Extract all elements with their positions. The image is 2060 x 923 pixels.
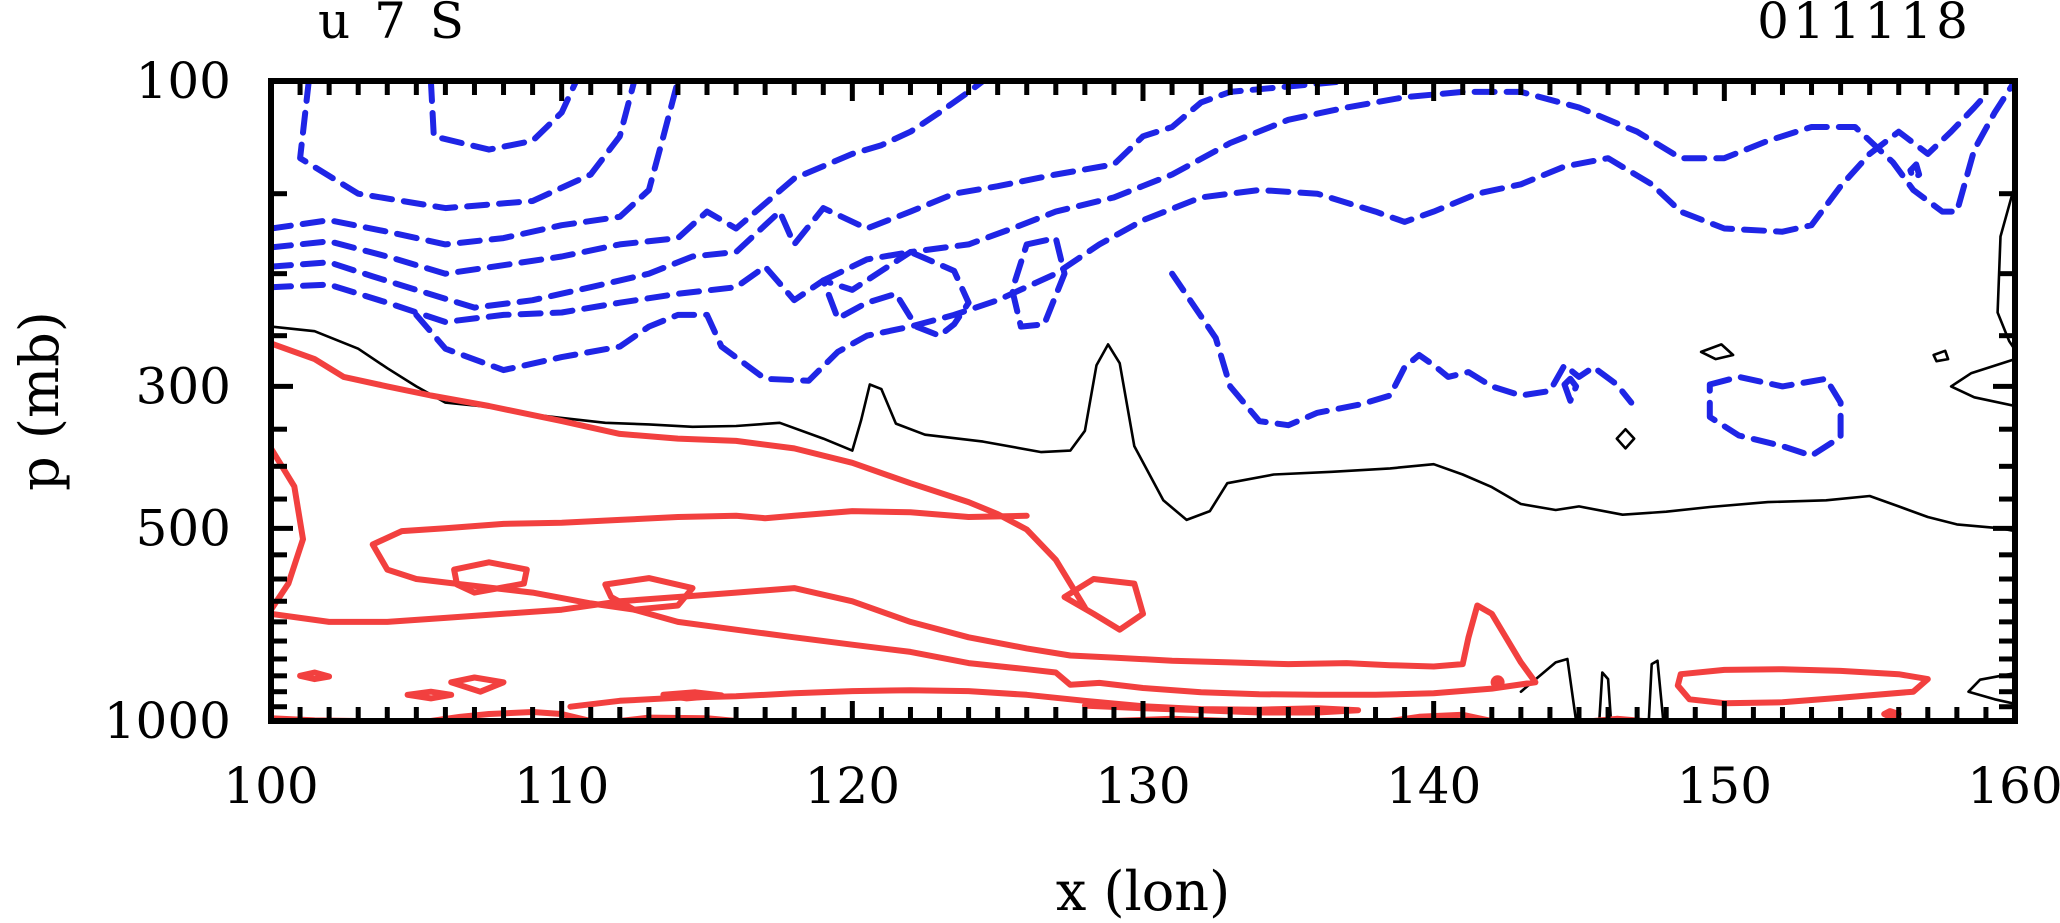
tick-layer [268, 78, 2018, 724]
contour-zero-blob-2 [1699, 343, 1735, 361]
y-tick-label: 100 [136, 52, 231, 110]
contour-zero-line-east-low [1967, 671, 2015, 706]
contour-pos-band-outer [271, 340, 1088, 611]
contour-zero-line-bottom-b [1598, 671, 1613, 721]
y-tick-label: 300 [136, 357, 231, 415]
y-tick-label: 1000 [104, 692, 231, 750]
contour-neg-ring-7 [413, 91, 1989, 384]
plot-frame [268, 78, 2018, 724]
x-tick-label: 110 [514, 757, 609, 815]
contour-neg-ring-3 [271, 81, 681, 248]
contour-pos-bottom-edge-b [427, 709, 594, 721]
contour-zero-line-bottom-a [1519, 657, 1578, 721]
contour-zero-line-bottom-c [1647, 659, 1665, 721]
contour-pos-band-upper [271, 445, 306, 613]
contour-neg-ring-5 [271, 81, 1350, 311]
title-left: u 7 S [318, 0, 468, 50]
contour-pos-blob-left-5 [448, 674, 507, 695]
contour-pos-blob-east [1674, 666, 1931, 707]
contour-neg-blob-east [1706, 373, 1844, 459]
contour-zero-blob-3 [1932, 349, 1950, 363]
contour-neg-ring-8 [1169, 270, 1635, 429]
contour-neg-ring-2 [297, 81, 638, 212]
contour-neg-blob-mid-col [1009, 235, 1068, 330]
x-tick-label: 140 [1386, 757, 1481, 815]
x-tick-label: 160 [1967, 757, 2060, 815]
y-axis-title: p (mb) [8, 311, 71, 491]
x-axis-title: x (lon) [1056, 860, 1230, 923]
contour-pos-blob-left-1 [451, 559, 530, 596]
contour-pos-blob-529 [1061, 576, 1146, 633]
x-tick-label: 120 [805, 757, 900, 815]
contour-pos-dot-142 [1490, 675, 1505, 690]
contour-neg-dot [1907, 161, 1923, 182]
contour-layer [271, 81, 2015, 721]
contour-neg-ring-1 [427, 81, 580, 153]
x-tick-label: 150 [1677, 757, 1772, 815]
contour-neg-ring-6 [271, 81, 2015, 325]
x-tick-label: 130 [1095, 757, 1190, 815]
contour-neg-ring-4 [271, 81, 987, 277]
contour-pos-blob-left-4 [404, 688, 455, 702]
contour-pos-loop-lower [567, 687, 1362, 716]
label-layer: 100 110 120 130 140 150 160 100 300 500 1000 [104, 52, 2060, 815]
contour-neg-blob-small [1561, 375, 1580, 404]
contour-pos-blob-left-3 [297, 669, 333, 683]
title-right: 011118 [1757, 0, 1972, 50]
contour-pos-blob-left-2 [602, 575, 696, 613]
contour-pos-band-mid [271, 508, 1539, 698]
contour-zero-blob-1 [1615, 427, 1636, 450]
contour-neg-blob-upper-mid [820, 249, 972, 339]
contour-pos-blob-left-6 [660, 689, 725, 702]
x-tick-label: 100 [223, 757, 318, 815]
y-tick-label: 500 [136, 499, 231, 557]
contour-zero-line-east-mid [1949, 357, 2015, 408]
contour-zero-line-east-top [1996, 183, 2015, 352]
contour-zero-line-main [271, 325, 2015, 533]
